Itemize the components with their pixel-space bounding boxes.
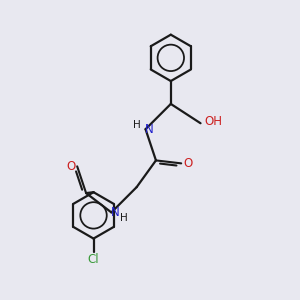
Text: OH: OH [204,115,222,128]
Text: O: O [66,160,75,173]
Text: H: H [133,120,141,130]
Text: N: N [145,123,154,136]
Text: H: H [120,213,128,224]
Text: N: N [111,206,119,219]
Text: Cl: Cl [88,254,99,266]
Text: O: O [183,157,192,170]
